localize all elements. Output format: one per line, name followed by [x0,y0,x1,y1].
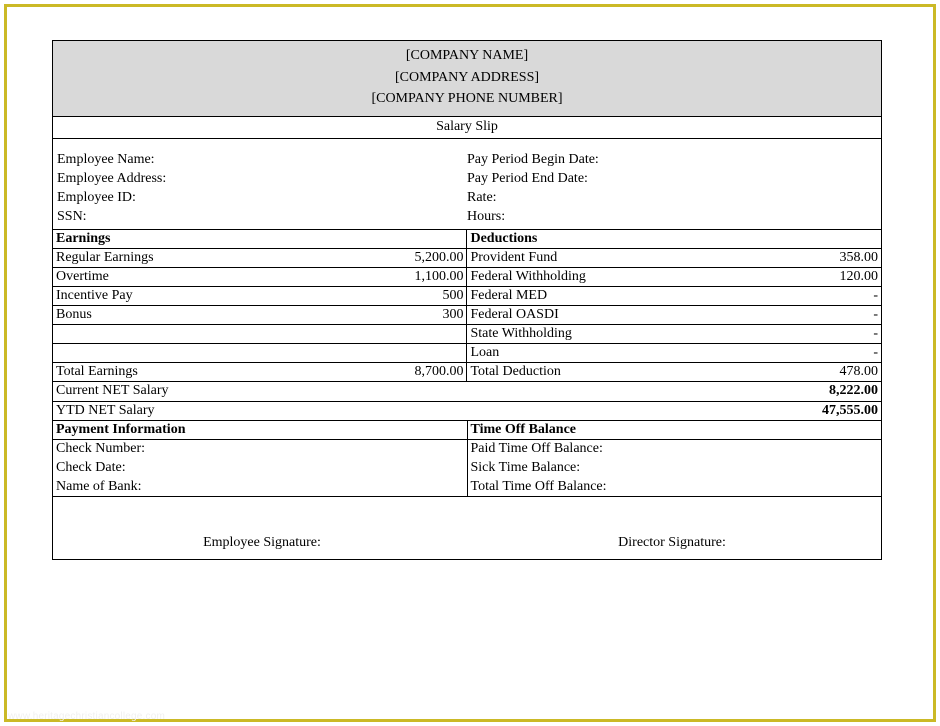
bank-name-label: Name of Bank: [53,478,467,497]
company-header: [COMPANY NAME] [COMPANY ADDRESS] [COMPAN… [53,41,881,117]
company-name: [COMPANY NAME] [53,45,881,67]
total-earnings-value: 8,700.00 [335,363,467,382]
deductions-heading-spacer [749,230,882,249]
payment-info-heading: Payment Information [53,421,467,440]
employee-name-label: Employee Name: [57,151,467,170]
ded-row-value: - [749,287,882,306]
employee-pay-info: Employee Name: Employee Address: Employe… [53,139,881,230]
earn-row-value [335,325,467,344]
document-title: Salary Slip [53,117,881,139]
ded-row-value: - [749,306,882,325]
company-address: [COMPANY ADDRESS] [53,67,881,89]
ssn-label: SSN: [57,208,467,227]
earn-row-label: Overtime [53,268,335,287]
company-phone: [COMPANY PHONE NUMBER] [53,88,881,110]
ded-row-value: - [749,344,882,363]
pay-period-end-label: Pay Period End Date: [467,170,877,189]
total-deduction-value: 478.00 [749,363,882,382]
current-net-value: 8,222.00 [715,382,881,401]
ded-row-label: State Withholding [467,325,749,344]
time-off-heading: Time Off Balance [467,421,881,440]
hours-label: Hours: [467,208,877,227]
ded-row-label: Federal MED [467,287,749,306]
payment-timeoff-table: Payment Information Time Off Balance Che… [53,421,881,498]
check-date-label: Check Date: [53,459,467,478]
ytd-net-value: 47,555.00 [715,401,881,420]
ded-row-value: 120.00 [749,268,882,287]
pto-balance-label: Paid Time Off Balance: [467,440,881,459]
total-deduction-label: Total Deduction [467,363,749,382]
earn-row-value: 300 [335,306,467,325]
watermark-text: www.heritagechristiancollege.com [8,711,165,722]
signature-block: Employee Signature: Director Signature: [53,497,881,559]
earn-row-label: Regular Earnings [53,249,335,268]
ded-row-value: 358.00 [749,249,882,268]
ded-row-label: Federal OASDI [467,306,749,325]
rate-label: Rate: [467,189,877,208]
earn-row-label: Bonus [53,306,335,325]
check-number-label: Check Number: [53,440,467,459]
earn-row-label [53,325,335,344]
net-spacer [301,382,715,401]
ded-row-value: - [749,325,882,344]
earnings-heading: Earnings [53,230,335,249]
director-signature-label: Director Signature: [467,535,877,551]
ytd-net-label: YTD NET Salary [53,401,301,420]
earn-row-label: Incentive Pay [53,287,335,306]
earnings-deductions-table: Earnings Deductions Regular Earnings 5,2… [53,230,881,383]
employee-signature-label: Employee Signature: [57,535,467,551]
pay-period-begin-label: Pay Period Begin Date: [467,151,877,170]
ded-row-label: Loan [467,344,749,363]
earn-row-label [53,344,335,363]
net-spacer [301,401,715,420]
current-net-label: Current NET Salary [53,382,301,401]
earnings-heading-spacer [335,230,467,249]
earn-row-value: 1,100.00 [335,268,467,287]
employee-id-label: Employee ID: [57,189,467,208]
net-salary-table: Current NET Salary 8,222.00 YTD NET Sala… [53,382,881,421]
earn-row-value: 500 [335,287,467,306]
ded-row-label: Federal Withholding [467,268,749,287]
deductions-heading: Deductions [467,230,749,249]
earn-row-value: 5,200.00 [335,249,467,268]
salary-slip-sheet: [COMPANY NAME] [COMPANY ADDRESS] [COMPAN… [52,40,882,560]
sick-balance-label: Sick Time Balance: [467,459,881,478]
ded-row-label: Provident Fund [467,249,749,268]
earn-row-value [335,344,467,363]
total-earnings-label: Total Earnings [53,363,335,382]
total-timeoff-label: Total Time Off Balance: [467,478,881,497]
employee-address-label: Employee Address: [57,170,467,189]
